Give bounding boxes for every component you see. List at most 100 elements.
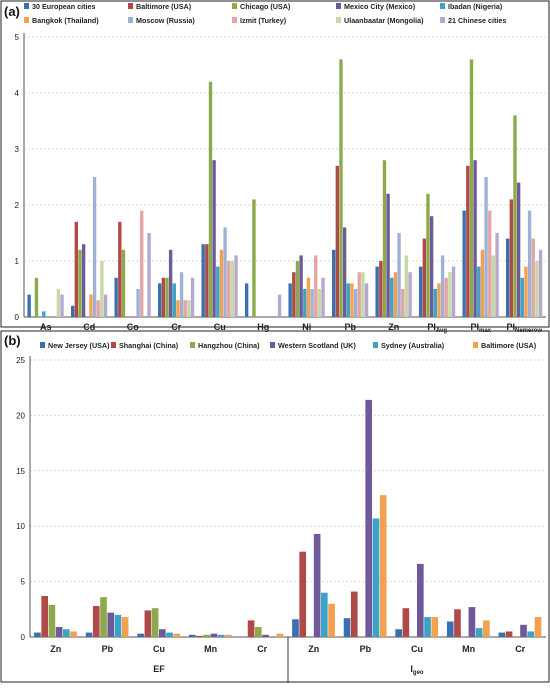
bar <box>247 620 255 637</box>
legend-swatch <box>190 342 195 348</box>
bar <box>292 619 299 637</box>
bar <box>505 631 513 637</box>
category-label-text: Mn <box>204 644 217 654</box>
bar <box>437 283 441 317</box>
bar <box>172 283 176 317</box>
legend-entry: Chicago (USA) <box>240 2 291 11</box>
legend-swatch <box>232 3 237 9</box>
legend-swatch <box>232 17 237 23</box>
panel-frame <box>0 0 550 328</box>
category-label: Cd <box>83 322 95 332</box>
bar <box>63 629 70 637</box>
legend-swatch <box>270 342 275 348</box>
bar <box>114 614 122 637</box>
category-label-text: Cu <box>411 644 423 654</box>
bar <box>317 289 322 317</box>
legend-swatch <box>373 342 378 348</box>
bar <box>100 261 104 317</box>
bar <box>27 294 31 317</box>
legend: 30 European cities Baltimore (USA) Chicago… <box>24 2 506 25</box>
bar <box>451 266 456 317</box>
category-label: Ni <box>302 322 311 332</box>
category-label: Cu <box>214 322 226 332</box>
bar <box>230 261 235 317</box>
category-label-text: Zn <box>308 644 319 654</box>
bar <box>321 592 328 637</box>
bar <box>118 221 122 317</box>
legend-swatch <box>440 3 445 9</box>
legend-entry: Moscow (Russia) <box>136 16 195 25</box>
legend-swatch <box>24 17 29 23</box>
bar <box>473 160 477 317</box>
bar <box>262 634 269 637</box>
bar <box>353 289 358 317</box>
bar <box>505 238 510 317</box>
bar <box>114 277 118 317</box>
bar <box>328 603 335 637</box>
bar <box>210 633 218 637</box>
chart-panel-1: 0 1 2 3 4 5 As Cd Co Cr Cu Hg Ni Pb Zn PIAvg PImax PINeme… <box>0 0 550 334</box>
bar <box>225 634 232 637</box>
bar <box>121 249 126 317</box>
bar <box>157 283 162 317</box>
bar <box>42 311 46 317</box>
bar <box>321 277 325 317</box>
bar <box>78 249 82 317</box>
y-tick-label: 0 <box>15 313 20 322</box>
category-label-text: Pb <box>360 644 372 654</box>
bar <box>187 300 191 317</box>
legend-entry: 30 European cities <box>32 2 96 11</box>
legend-entry: Shanghai (China) <box>119 341 179 350</box>
bar <box>469 59 474 318</box>
category-label-text: Hg <box>257 322 269 332</box>
y-tick-label: 25 <box>16 356 25 365</box>
legend-entry: Baltimore (USA) <box>136 2 192 11</box>
bar <box>418 266 423 317</box>
bar <box>372 518 380 637</box>
bar <box>107 612 115 637</box>
bar <box>468 607 476 637</box>
legend-entry: Izmit (Turkey) <box>240 16 287 25</box>
bar <box>462 210 466 317</box>
category-label: Mn <box>462 644 475 654</box>
bar <box>433 289 437 317</box>
group-label-text: I <box>410 664 413 674</box>
bar <box>252 199 256 317</box>
bar <box>342 227 347 317</box>
bar <box>527 631 535 637</box>
bar <box>386 193 390 317</box>
bar <box>446 621 454 637</box>
bar <box>429 216 434 317</box>
category-label: Pb <box>344 322 356 332</box>
bar <box>276 633 284 637</box>
bar <box>205 244 209 317</box>
bar <box>343 618 351 637</box>
bar <box>444 277 448 317</box>
bar <box>89 294 93 317</box>
bar <box>408 272 412 317</box>
bar <box>176 300 180 317</box>
bar <box>520 624 527 637</box>
category-label-text: As <box>40 322 52 332</box>
category-label-text: Pb <box>102 644 114 654</box>
bar <box>524 266 528 317</box>
bar <box>277 294 282 317</box>
bar <box>361 272 365 317</box>
group-label: Igeo <box>410 664 424 676</box>
bar <box>103 294 108 317</box>
category-label-text: Zn <box>388 322 399 332</box>
bar <box>404 255 409 317</box>
bar <box>375 266 379 317</box>
bar <box>292 272 296 317</box>
legend-swatch <box>336 17 341 23</box>
y-tick-label: 1 <box>15 257 20 266</box>
category-label-text: Cu <box>153 644 165 654</box>
bar <box>335 165 339 317</box>
y-tick-label: 5 <box>15 33 20 42</box>
category-label-text: PI <box>427 322 436 332</box>
bar <box>417 563 424 637</box>
category-label: Cr <box>257 644 267 654</box>
bar <box>314 255 318 317</box>
